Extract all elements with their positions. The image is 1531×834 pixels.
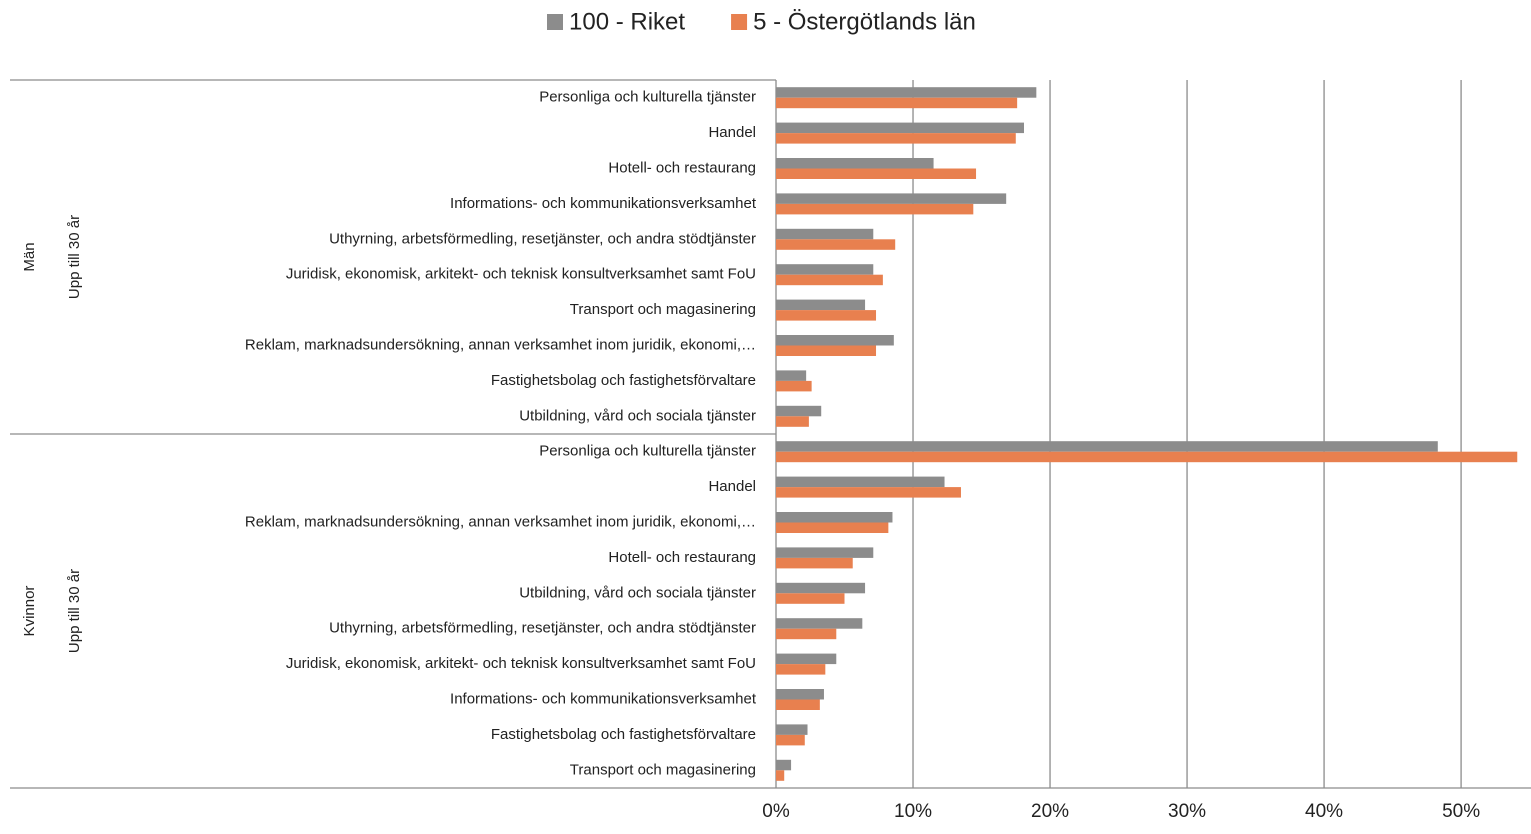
bar <box>776 618 863 629</box>
bar <box>776 557 853 569</box>
bar <box>776 335 894 346</box>
group-label: Män <box>21 242 38 271</box>
bar <box>776 345 877 356</box>
y-tick-label: Fastighetsbolag och fastighetsförvaltare <box>491 726 756 743</box>
y-tick-label: Juridisk, ekonomisk, arkitekt- och tekni… <box>286 266 756 283</box>
y-tick-label: Juridisk, ekonomisk, arkitekt- och tekni… <box>286 655 756 672</box>
x-tick-label: 10% <box>894 801 932 822</box>
bar <box>776 299 866 311</box>
bar <box>776 274 883 286</box>
y-tick-label: Personliga och kulturella tjänster <box>539 443 756 460</box>
group-sublabel: Upp till 30 år <box>66 215 83 299</box>
y-tick-label: Fastighetsbolag och fastighetsförvaltare <box>491 372 756 389</box>
bar <box>776 133 1016 144</box>
bar <box>776 193 1007 204</box>
bar <box>776 122 1024 134</box>
bar <box>776 203 974 215</box>
bar <box>776 547 874 558</box>
y-tick-label: Hotell- och restaurang <box>608 159 756 176</box>
y-tick-label: Utbildning, vård och sociala tjänster <box>519 407 756 424</box>
y-tick-label: Transport och magasinering <box>570 761 756 778</box>
bar <box>776 310 877 321</box>
y-tick-label: Reklam, marknadsundersökning, annan verk… <box>245 513 756 530</box>
y-tick-label: Utbildning, vård och sociala tjänster <box>519 584 756 601</box>
bar <box>776 168 977 179</box>
bar <box>776 689 824 700</box>
y-tick-label: Uthyrning, arbetsförmedling, resetjänste… <box>329 620 756 637</box>
bar <box>776 593 845 604</box>
legend-label: 100 - Riket <box>569 8 685 35</box>
bar <box>776 370 807 381</box>
bar <box>776 441 1438 452</box>
bar <box>776 158 934 169</box>
group-sublabel: Upp till 30 år <box>66 569 83 653</box>
x-tick-label: 30% <box>1168 801 1206 822</box>
bar <box>776 653 837 665</box>
bar <box>776 759 792 771</box>
legend-swatch <box>547 14 563 30</box>
bar <box>776 87 1037 98</box>
x-tick-label: 40% <box>1305 801 1343 822</box>
bar <box>776 724 808 735</box>
group-label: Kvinnor <box>21 586 38 637</box>
bar <box>776 487 961 498</box>
bar <box>776 512 893 523</box>
bar <box>776 664 826 675</box>
y-tick-label: Handel <box>708 478 756 495</box>
y-tick-label: Uthyrning, arbetsförmedling, resetjänste… <box>329 230 756 247</box>
y-tick-label: Informations- och kommunikationsverksamh… <box>450 195 757 212</box>
bar <box>776 97 1018 109</box>
legend-label: 5 - Östergötlands län <box>753 8 976 35</box>
bar <box>776 582 866 594</box>
y-tick-label: Informations- och kommunikationsverksamh… <box>450 690 757 707</box>
x-tick-label: 20% <box>1031 801 1069 822</box>
y-tick-label: Personliga och kulturella tjänster <box>539 89 756 106</box>
y-tick-label: Reklam, marknadsundersökning, annan verk… <box>245 336 756 353</box>
bar <box>776 380 812 392</box>
bar <box>776 699 820 710</box>
x-tick-label: 50% <box>1442 801 1480 822</box>
bar <box>776 522 889 533</box>
bar <box>776 770 785 781</box>
y-tick-label: Hotell- och restaurang <box>608 549 756 566</box>
bar <box>776 405 822 417</box>
bar <box>776 416 809 427</box>
y-tick-label: Handel <box>708 124 756 141</box>
bar <box>776 228 874 240</box>
bar <box>776 734 805 746</box>
bar <box>776 264 874 275</box>
bar <box>776 239 896 250</box>
bar <box>776 451 1518 463</box>
bar <box>776 476 945 488</box>
x-tick-label: 0% <box>762 801 790 822</box>
legend-swatch <box>731 14 748 30</box>
y-tick-label: Transport och magasinering <box>570 301 756 318</box>
bar <box>776 628 837 640</box>
